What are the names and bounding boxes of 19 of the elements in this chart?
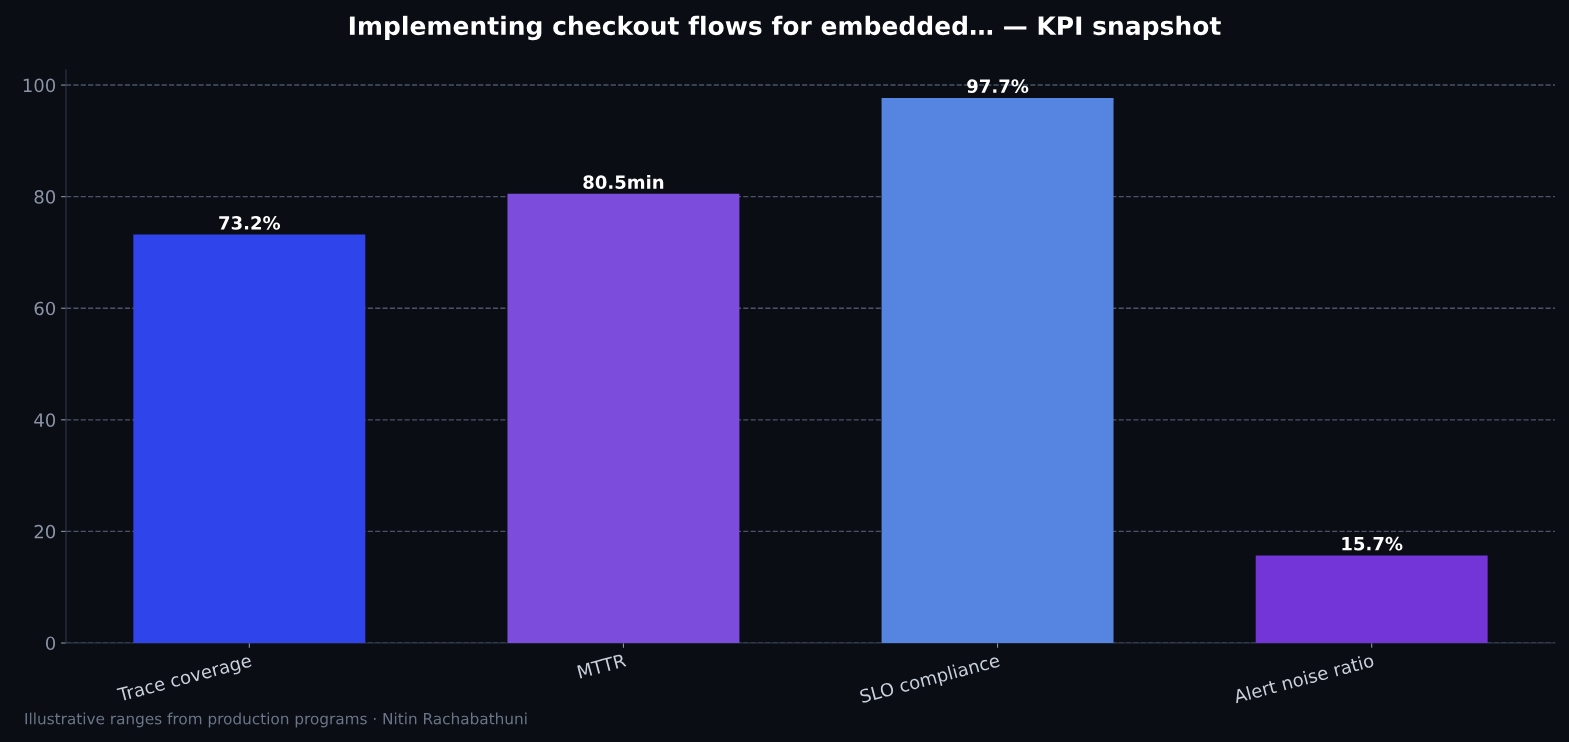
chart-title: Implementing checkout flows for embedded… — KPI snapshot	[349, 15, 1221, 41]
y-tick-label: 20	[34, 524, 56, 539]
text: Illustrative ranges from production programs · Nitin Rachabathuni	[25, 712, 527, 728]
bar	[1255, 555, 1488, 643]
bar	[881, 97, 1114, 643]
x-tick-label: Alert noise ratio	[1232, 652, 1375, 704]
data-label: 97.7%	[967, 79, 1029, 94]
data-label: 15.7%	[1342, 536, 1403, 551]
y-tick-label: 80	[34, 190, 56, 204]
bar	[133, 234, 366, 643]
data-label: 80.5min	[583, 175, 664, 189]
y-tick-label: 40	[34, 413, 56, 427]
bar	[507, 193, 740, 643]
y-tick-label: 0	[45, 636, 56, 651]
y-tick-label: 100	[23, 78, 56, 93]
data-label: 73.2%	[219, 216, 281, 230]
y-tick-label: 60	[34, 301, 56, 316]
x-tick-label: Trace coverage	[116, 653, 253, 706]
x-tick-label: MTTR	[577, 653, 627, 679]
